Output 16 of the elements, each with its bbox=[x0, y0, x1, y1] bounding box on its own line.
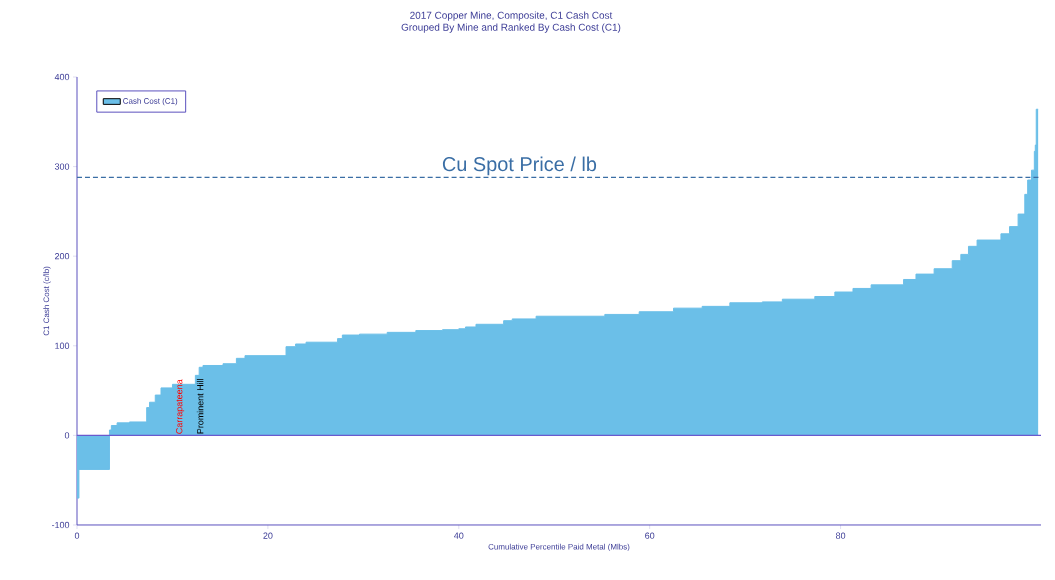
y-tick-label: 300 bbox=[54, 163, 70, 170]
y-tick-label: 400 bbox=[54, 73, 70, 81]
x-tick-label: 60 bbox=[645, 532, 655, 539]
y-tick-label: 100 bbox=[55, 342, 70, 349]
annotation: Prominent Hill bbox=[196, 379, 204, 434]
x-tick-label: 40 bbox=[454, 532, 464, 539]
ref-line-label: Cu Spot Price / lb bbox=[442, 156, 597, 176]
x-tick-label: 80 bbox=[835, 532, 846, 539]
y-tick-label: 0 bbox=[64, 432, 70, 439]
y-tick-label: 200 bbox=[55, 253, 70, 260]
x-tick-label: 20 bbox=[263, 532, 273, 539]
y-tick-label: -100 bbox=[51, 521, 70, 529]
x-tick-label: 0 bbox=[74, 532, 80, 539]
annotation: Carrapateena bbox=[176, 379, 185, 434]
chart-title: 2017 Copper Mine, Composite, C1 Cash Cost bbox=[410, 11, 613, 21]
chart-subtitle: Grouped By Mine and Ranked By Cash Cost (C1) bbox=[401, 23, 621, 33]
